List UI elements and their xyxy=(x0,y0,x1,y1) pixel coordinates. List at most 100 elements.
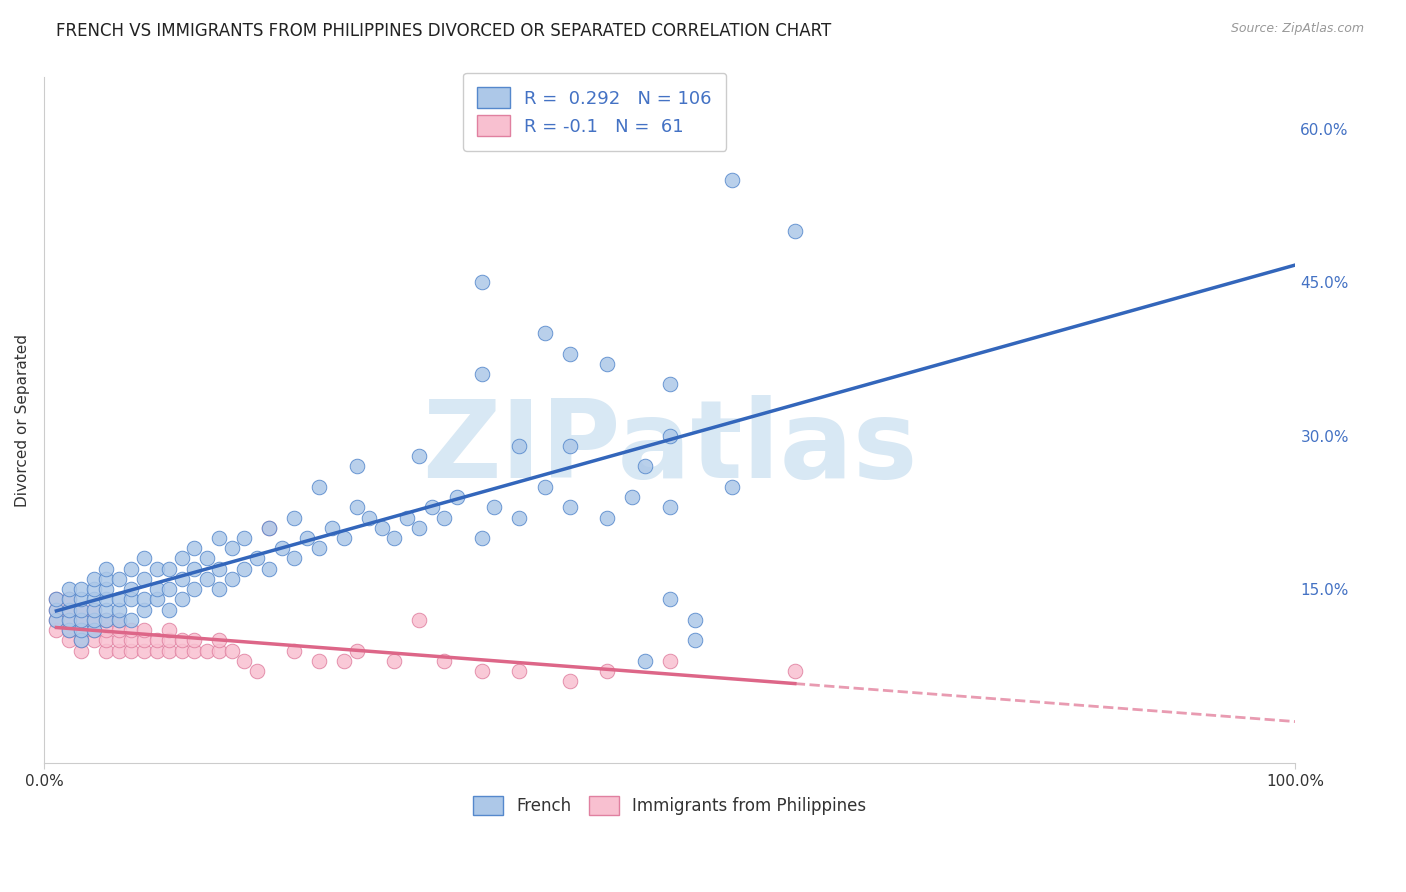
Point xyxy=(257,521,280,535)
Point xyxy=(208,633,231,648)
Point xyxy=(408,449,430,463)
Point xyxy=(108,602,131,616)
Point xyxy=(208,531,231,545)
Legend: French, Immigrants from Philippines: French, Immigrants from Philippines xyxy=(465,788,875,823)
Point xyxy=(208,582,231,596)
Point xyxy=(70,623,93,637)
Point xyxy=(157,623,180,637)
Point xyxy=(533,480,555,494)
Point xyxy=(70,613,93,627)
Point xyxy=(596,664,619,678)
Point xyxy=(45,592,67,607)
Point xyxy=(121,592,143,607)
Point xyxy=(157,582,180,596)
Point xyxy=(108,592,131,607)
Point xyxy=(433,510,456,524)
Point xyxy=(121,562,143,576)
Point xyxy=(658,592,681,607)
Point xyxy=(83,623,105,637)
Point xyxy=(145,643,167,657)
Point xyxy=(83,602,105,616)
Point xyxy=(96,613,118,627)
Point xyxy=(183,633,205,648)
Point xyxy=(132,602,155,616)
Point xyxy=(221,572,243,586)
Point xyxy=(145,592,167,607)
Point xyxy=(58,592,80,607)
Point xyxy=(257,562,280,576)
Point xyxy=(45,602,67,616)
Point xyxy=(346,643,368,657)
Point xyxy=(70,623,93,637)
Point xyxy=(508,664,530,678)
Point xyxy=(70,643,93,657)
Point xyxy=(333,531,356,545)
Point xyxy=(283,510,305,524)
Point xyxy=(96,572,118,586)
Point xyxy=(96,602,118,616)
Point xyxy=(308,654,330,668)
Point xyxy=(233,531,256,545)
Point xyxy=(132,551,155,566)
Point xyxy=(83,572,105,586)
Point xyxy=(233,562,256,576)
Point xyxy=(195,551,218,566)
Point xyxy=(471,368,494,382)
Point xyxy=(108,613,131,627)
Point xyxy=(96,592,118,607)
Point xyxy=(333,654,356,668)
Point xyxy=(558,674,581,689)
Point xyxy=(295,531,318,545)
Point xyxy=(83,613,105,627)
Point xyxy=(157,633,180,648)
Point xyxy=(395,510,418,524)
Point xyxy=(96,623,118,637)
Point xyxy=(96,613,118,627)
Point xyxy=(346,500,368,515)
Point xyxy=(58,602,80,616)
Point xyxy=(45,592,67,607)
Point xyxy=(83,613,105,627)
Point xyxy=(382,531,405,545)
Point xyxy=(721,173,744,187)
Point xyxy=(145,582,167,596)
Point xyxy=(633,459,655,474)
Text: FRENCH VS IMMIGRANTS FROM PHILIPPINES DIVORCED OR SEPARATED CORRELATION CHART: FRENCH VS IMMIGRANTS FROM PHILIPPINES DI… xyxy=(56,22,831,40)
Point xyxy=(121,623,143,637)
Point xyxy=(132,592,155,607)
Point xyxy=(58,623,80,637)
Point xyxy=(70,633,93,648)
Point xyxy=(58,633,80,648)
Point xyxy=(45,623,67,637)
Point xyxy=(132,643,155,657)
Point xyxy=(596,357,619,371)
Point xyxy=(121,613,143,627)
Point xyxy=(132,623,155,637)
Point xyxy=(683,613,706,627)
Point xyxy=(558,347,581,361)
Point xyxy=(96,643,118,657)
Point xyxy=(508,439,530,453)
Point xyxy=(246,551,269,566)
Point xyxy=(471,664,494,678)
Point xyxy=(183,643,205,657)
Point xyxy=(70,633,93,648)
Point xyxy=(132,633,155,648)
Point xyxy=(359,510,381,524)
Point xyxy=(683,633,706,648)
Point xyxy=(157,643,180,657)
Point xyxy=(70,613,93,627)
Point xyxy=(183,562,205,576)
Point xyxy=(83,592,105,607)
Point xyxy=(246,664,269,678)
Point xyxy=(58,613,80,627)
Point xyxy=(346,459,368,474)
Point xyxy=(45,613,67,627)
Text: ZIPatlas: ZIPatlas xyxy=(422,395,917,500)
Point xyxy=(533,326,555,341)
Point xyxy=(58,602,80,616)
Point xyxy=(121,633,143,648)
Point xyxy=(70,592,93,607)
Point xyxy=(45,602,67,616)
Point xyxy=(308,480,330,494)
